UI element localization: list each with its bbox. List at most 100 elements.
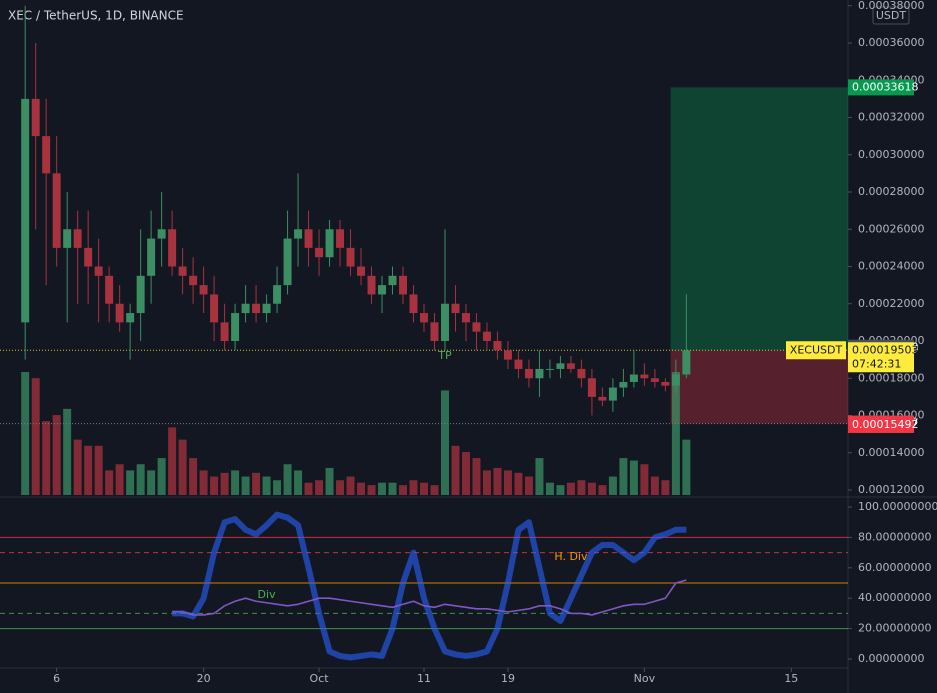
symbol-box (786, 341, 846, 360)
y-tick-label: 0.00038000 (858, 0, 924, 12)
candle-body (357, 266, 366, 276)
x-tick-label: 6 (53, 672, 60, 685)
volume-bar (441, 390, 449, 495)
x-tick-label: Oct (310, 672, 330, 685)
volume-bar (304, 482, 313, 495)
volume-bar (472, 458, 481, 495)
candle-body (220, 322, 229, 341)
volume-bar (147, 470, 156, 495)
volume-bar (682, 439, 691, 495)
volume-bar (157, 458, 166, 495)
candle-body (168, 229, 177, 267)
volume-bar (357, 482, 366, 495)
candle-body (650, 378, 659, 382)
target-zone (670, 87, 848, 351)
volume-bar (545, 482, 554, 495)
candle-body (31, 98, 40, 137)
candle-body (252, 303, 261, 314)
candle-body (84, 247, 93, 267)
candle-body (294, 229, 303, 239)
candle-body (493, 341, 502, 351)
volume-bar (31, 378, 40, 495)
candle-body (661, 381, 670, 386)
volume-bar (598, 485, 607, 495)
volume-bar (325, 467, 334, 495)
candle-body (388, 275, 397, 286)
chart-title: XEC / TetherUS, 1D, BINANCE (8, 9, 184, 23)
candle-body (73, 229, 82, 248)
countdown-label: 07:42:31 (852, 357, 901, 370)
candle-body (640, 374, 649, 379)
last-price-box (848, 342, 914, 373)
volume-bar (63, 408, 72, 495)
candle-body (315, 247, 324, 258)
volume-bar (178, 439, 187, 495)
volume-bar (493, 467, 502, 495)
price-label-box (848, 79, 914, 96)
stop-zone (670, 350, 848, 424)
y-tick-label: 0.00026000 (858, 222, 924, 235)
candle-body (409, 294, 418, 314)
volume-bar (105, 470, 114, 495)
candle-body (231, 313, 240, 341)
volume-bar (241, 476, 250, 495)
volume-bar (608, 476, 617, 495)
y-tick-label: 20.00000000 (858, 622, 931, 635)
volume-bar (294, 470, 303, 495)
oscillator-line (172, 579, 687, 616)
candle-body (178, 266, 187, 276)
x-tick-label: Nov (634, 672, 656, 685)
y-tick-label: 0.00018000 (858, 371, 924, 384)
candle-body (441, 303, 449, 341)
volume-bar (577, 480, 586, 495)
candle-body (241, 303, 250, 314)
candle-body (63, 229, 72, 248)
candle-body (346, 247, 355, 267)
y-tick-label: 0.00014000 (858, 446, 924, 459)
symbol-label: XECUSDT (790, 343, 843, 356)
x-tick-label: 15 (784, 672, 798, 685)
price-label-box (848, 416, 914, 433)
volume-bar (252, 472, 261, 495)
volume-bar (168, 427, 177, 495)
candle-body (608, 387, 617, 401)
volume-bar (199, 470, 208, 495)
volume-bar (189, 458, 198, 495)
candle-body (325, 229, 334, 258)
candle-body (157, 229, 166, 239)
candle-body (420, 313, 428, 323)
volume-bar (650, 476, 659, 495)
volume-bar (388, 482, 397, 495)
volume-bar (73, 439, 82, 495)
candle-body (336, 229, 345, 248)
candle-body (126, 313, 135, 323)
y-tick-label: 0.00012000 (858, 483, 924, 496)
volume-bar (126, 470, 135, 495)
volume-bar (136, 464, 145, 495)
candle-body (682, 350, 691, 375)
volume-bar (514, 472, 523, 495)
volume-bar (640, 464, 649, 495)
volume-bar (524, 476, 533, 495)
volume-bar (21, 372, 30, 495)
candle-body (482, 331, 491, 341)
y-tick-label: 0.00028000 (858, 185, 924, 198)
candle-body (273, 285, 282, 304)
candle-body (105, 275, 114, 304)
volume-bar (430, 485, 439, 495)
volume-bar (231, 470, 240, 495)
volume-bar (451, 445, 460, 495)
price-label: 0.00033618 (852, 80, 918, 93)
candle-body (115, 303, 124, 323)
candle-body (304, 229, 313, 248)
candle-body (451, 303, 460, 314)
volume-bar (378, 482, 387, 495)
y-tick-label: 0.00000000 (858, 652, 924, 665)
candle-body (619, 381, 628, 388)
y-tick-label: 40.00000000 (858, 591, 931, 604)
candle-body (598, 396, 607, 401)
candle-body (503, 350, 512, 360)
y-tick-label: 0.00036000 (858, 36, 924, 49)
